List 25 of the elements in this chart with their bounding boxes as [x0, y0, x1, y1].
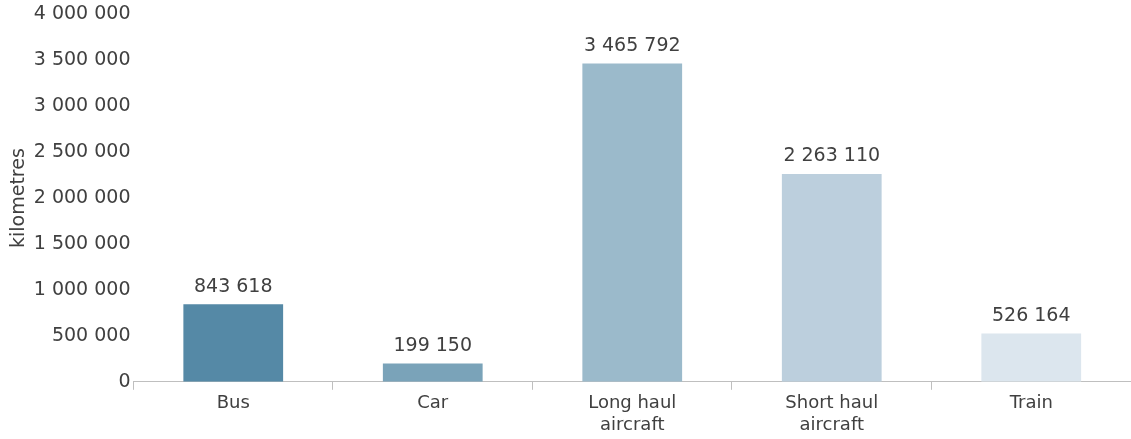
y-tick-label: 500 000 — [51, 322, 131, 345]
y-tick-label: 3 500 000 — [33, 47, 131, 70]
data-label: 199 150 — [393, 332, 473, 355]
x-tick-label: Bus — [216, 391, 250, 413]
data-label: 526 164 — [991, 302, 1071, 325]
y-tick-label: 1 500 000 — [33, 230, 131, 253]
x-tick-label: Short haul aircraft — [785, 391, 879, 434]
bar — [781, 173, 882, 382]
y-tick-label: 2 500 000 — [33, 139, 131, 162]
x-tick-label: Car — [417, 391, 449, 413]
data-label: 3 465 792 — [583, 32, 681, 55]
data-label: 843 618 — [193, 273, 273, 296]
y-tick-label: 2 000 000 — [33, 185, 131, 208]
bar — [382, 363, 483, 382]
x-tick-label: Train — [1008, 391, 1053, 413]
y-axis-title: kilometres — [6, 148, 29, 249]
bar — [981, 333, 1082, 382]
bar — [582, 63, 683, 382]
x-tick-label: Long haul aircraft — [588, 391, 677, 434]
bar — [183, 304, 284, 382]
y-tick-label: 3 000 000 — [33, 93, 131, 116]
data-label: 2 263 110 — [783, 143, 881, 166]
y-tick-label: 0 — [118, 368, 131, 391]
y-tick-label: 4 000 000 — [33, 1, 131, 24]
y-tick-label: 1 000 000 — [33, 276, 131, 299]
